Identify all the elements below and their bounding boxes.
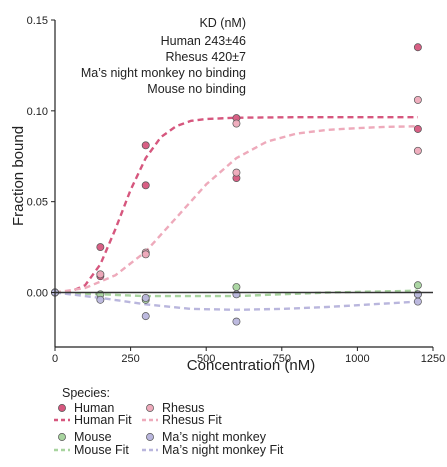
rhesus-legend-key bbox=[146, 404, 154, 412]
ma-s-night-monkey-data-point bbox=[96, 295, 105, 304]
mouse-data-point bbox=[232, 283, 241, 291]
rhesus-data-point bbox=[413, 146, 422, 155]
data-points bbox=[51, 43, 422, 326]
x-tick-label: 1250 bbox=[421, 353, 445, 365]
fit-lines bbox=[54, 116, 418, 312]
legend-entries: Human Rhesus Human Fit Rhesus Fit Mouse Ma’s … bbox=[54, 401, 284, 457]
axis-ticks: 0 250 500 750 1000 1250 0.00 0.05 0.10 0.15 bbox=[27, 15, 446, 365]
legend: Species: Human Rhesus Human Fit Rhesus Fit M… bbox=[54, 386, 284, 457]
rhesus-fit-line bbox=[54, 125, 418, 294]
mouse-legend-label: Mouse bbox=[74, 430, 112, 444]
ma-s-night-monkey-legend-label: Ma’s night monkey bbox=[162, 430, 267, 444]
ma-s-night-monkey-data-point bbox=[141, 312, 150, 321]
human-data-point bbox=[141, 181, 150, 190]
human-fit-legend-label: Human Fit bbox=[74, 413, 132, 427]
x-tick-label: 250 bbox=[121, 353, 139, 365]
x-tick-label: 1000 bbox=[345, 353, 369, 365]
legend-title: Species: bbox=[62, 386, 110, 400]
ma-s-night-monkey-data-point bbox=[232, 317, 241, 326]
kd-header: KD (nM) bbox=[199, 16, 246, 30]
rhesus-fit-legend-label: Rhesus Fit bbox=[162, 413, 222, 427]
ma-s-night-monkey-data-point bbox=[141, 294, 150, 302]
kd-row-mouse: Mouse no binding bbox=[147, 82, 246, 96]
y-axis-title: Fraction bound bbox=[10, 126, 27, 226]
human-data-point bbox=[413, 125, 422, 133]
mouse-legend-key bbox=[58, 433, 66, 441]
x-axis-title: Concentration (nM) bbox=[187, 357, 315, 374]
kd-row-human: Human 243±46 bbox=[161, 34, 246, 48]
x-tick-label: 500 bbox=[197, 353, 215, 365]
ma-s-night-monkey-fit-legend-label: Ma’s night monkey Fit bbox=[162, 443, 284, 457]
human-data-point bbox=[141, 141, 150, 150]
mouse-fit-legend-label: Mouse Fit bbox=[74, 443, 129, 457]
rhesus-data-point bbox=[413, 95, 422, 104]
kd-annotation: KD (nM) Human 243±46 Rhesus 420±7 Ma’s n… bbox=[81, 16, 246, 96]
rhesus-data-point bbox=[96, 270, 105, 279]
mouse-data-point bbox=[413, 281, 422, 290]
x-tick-label: 750 bbox=[273, 353, 291, 365]
y-tick-label: 0.05 bbox=[27, 197, 48, 209]
rhesus-data-point bbox=[141, 250, 150, 259]
y-tick-label: 0.00 bbox=[27, 288, 48, 300]
ma-s-night-monkey-legend-key bbox=[146, 433, 154, 441]
kd-row-rhesus: Rhesus 420±7 bbox=[165, 50, 246, 64]
kd-row-night-monkey: Ma’s night monkey no binding bbox=[81, 66, 246, 80]
human-fit-line bbox=[54, 116, 418, 294]
x-tick-label: 0 bbox=[52, 353, 58, 365]
ma-s-night-monkey-data-point bbox=[413, 297, 422, 306]
rhesus-legend-label: Rhesus bbox=[162, 401, 204, 415]
rhesus-data-point bbox=[232, 168, 241, 177]
human-data-point bbox=[413, 43, 422, 52]
human-data-point bbox=[96, 243, 105, 252]
human-legend-label: Human bbox=[74, 401, 114, 415]
y-tick-label: 0.10 bbox=[27, 106, 48, 118]
human-legend-key bbox=[58, 404, 66, 412]
y-tick-label: 0.15 bbox=[27, 15, 48, 27]
rhesus-data-point bbox=[232, 119, 241, 128]
ma-s-night-monkey-fit-line bbox=[54, 291, 418, 312]
